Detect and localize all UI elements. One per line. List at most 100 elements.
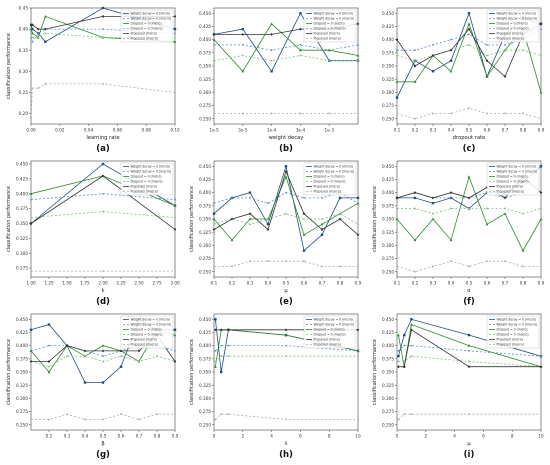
data-point (486, 112, 488, 115)
chart-panel-f: 0.250 0.275 0.300 0.325 0.350 0.375 0.400 0.425… (372, 160, 545, 307)
data-point (504, 260, 506, 263)
data-point (47, 370, 51, 374)
x-tick-label: 0.9 (172, 434, 179, 439)
y-tick-label: 0.300 (199, 396, 211, 401)
panel-label: (c) (463, 144, 476, 154)
data-point (395, 96, 399, 99)
y-tick-label: 0.375 (199, 50, 211, 55)
data-point (29, 192, 33, 195)
y-tick-label: 0.300 (199, 243, 211, 248)
data-point (30, 116, 33, 119)
x-tick-label: 1.00 (26, 281, 36, 286)
data-point (449, 69, 453, 73)
x-tick-label: 1.50 (62, 281, 72, 286)
y-tick-label: 0.325 (382, 230, 394, 235)
data-point (138, 360, 140, 363)
x-tick-label: 0.08 (142, 128, 152, 133)
data-point (270, 59, 273, 62)
series-line (30, 28, 176, 43)
data-point (102, 210, 104, 213)
series-2 (30, 192, 176, 201)
x-tick-label: 0.02 (55, 128, 65, 133)
data-point (539, 365, 543, 369)
series-4 (396, 207, 542, 215)
data-point (213, 265, 215, 268)
data-point (102, 28, 104, 30)
data-point (397, 360, 400, 363)
data-point (521, 249, 525, 252)
data-point (396, 265, 398, 268)
x-tick-label: 0.1 (211, 281, 218, 286)
data-point (220, 355, 223, 358)
data-point (432, 44, 434, 46)
data-point (320, 233, 324, 237)
data-point (31, 40, 34, 43)
panel-label: (a) (96, 144, 110, 154)
data-point (357, 44, 359, 46)
series-6 (30, 83, 176, 119)
data-point (101, 381, 105, 384)
data-point (249, 197, 251, 199)
data-point (119, 349, 123, 353)
y-tick-label: 0.350 (199, 217, 211, 222)
series-line (398, 413, 541, 420)
data-point (410, 328, 413, 332)
legend: Weight decay = 0 (micro)Weight decay = 0… (303, 9, 357, 43)
x-tick-label: 0.1 (394, 281, 401, 286)
data-point (540, 117, 542, 120)
legend-entry: Dropout = 0 (macro) (314, 333, 346, 337)
y-tick-label: 0.375 (16, 206, 28, 211)
y-tick-label: 0.325 (382, 77, 394, 82)
x-tick-label: 0 (213, 434, 216, 439)
y-tick-label: 0.275 (382, 103, 394, 108)
y-tick-label: 0.425 (199, 177, 211, 182)
data-point (410, 318, 413, 321)
chart-panel-b: 0.250 0.275 0.300 0.325 0.350 0.375 0.400 0.425… (199, 7, 360, 154)
data-point (227, 413, 230, 416)
data-point (410, 323, 413, 326)
data-point (485, 75, 489, 78)
y-tick-label: 0.425 (382, 330, 394, 335)
x-tick-label: 0.7 (502, 128, 509, 133)
legend: Weight decay = 0 (micro)Weight decay = 0… (303, 315, 357, 349)
data-point (102, 270, 104, 272)
y-axis-label: classification performance (372, 339, 378, 405)
data-point (302, 249, 306, 252)
legend-entry: Dropout = 0 (macro) (314, 180, 346, 184)
data-point (174, 350, 176, 352)
legend-entry: Dropout = 0 (micro) (314, 175, 345, 179)
x-tick-label: 0.8 (520, 281, 527, 286)
x-axis-label: k (101, 288, 104, 294)
y-tick-label: 0.425 (382, 177, 394, 182)
data-point (357, 265, 359, 268)
y-tick-label: 0.275 (382, 409, 394, 414)
y-tick-label: 0.300 (16, 251, 28, 256)
data-point (241, 44, 244, 46)
data-point (220, 370, 223, 374)
series-6 (396, 107, 542, 120)
legend-entry: Dropout = 0 (micro) (497, 22, 528, 26)
data-point (539, 22, 543, 26)
data-point (227, 355, 230, 358)
data-point (214, 418, 217, 421)
y-tick-label: 0.450 (199, 164, 211, 169)
data-point (320, 222, 324, 226)
data-point (328, 59, 331, 62)
data-point (357, 112, 359, 115)
data-point (356, 349, 360, 353)
series-line (213, 213, 359, 225)
x-tick-label: 2.75 (152, 281, 162, 286)
data-point (214, 318, 217, 321)
series-3 (395, 175, 543, 252)
x-tick-label: 2 (241, 434, 244, 439)
legend-entry: Weight decay = 0 (macro) (314, 17, 355, 21)
data-point (410, 344, 413, 347)
x-tick-label: 3e-4 (296, 128, 306, 133)
data-point (504, 207, 506, 210)
data-point (486, 54, 488, 57)
y-tick-label: 0.350 (16, 221, 28, 226)
chart-panel-e: 0.250 0.275 0.300 0.325 0.350 0.375 0.400 0.425… (189, 160, 362, 307)
data-point (48, 365, 50, 368)
data-point (339, 265, 341, 268)
x-tick-label: 0.6 (118, 434, 125, 439)
